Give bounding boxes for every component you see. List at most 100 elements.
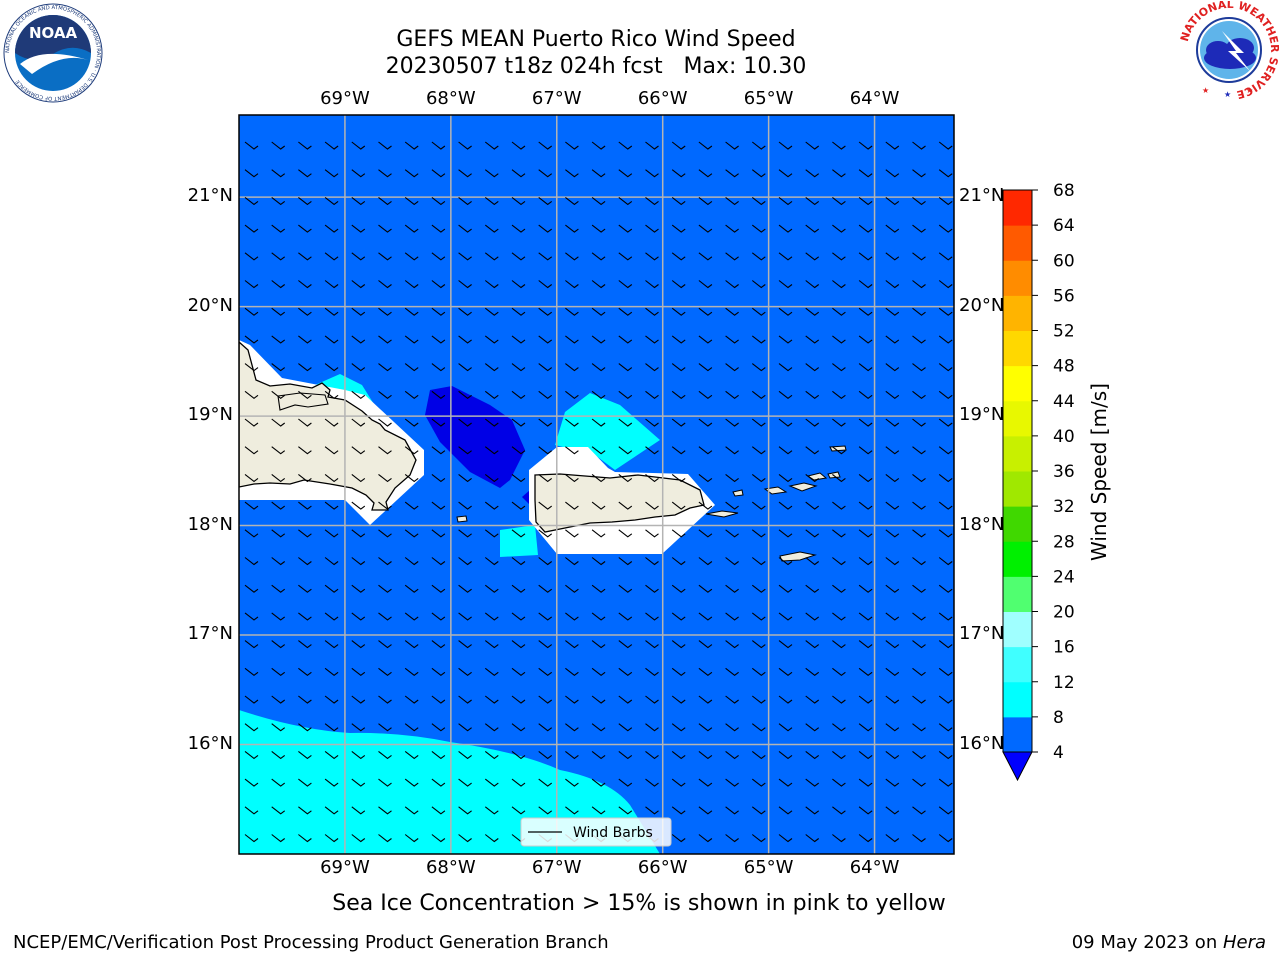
wind-barb-362 xyxy=(538,501,553,510)
wind-barb-345 xyxy=(805,473,820,483)
wind-barb-53 xyxy=(938,169,953,178)
wind-barb-407 xyxy=(298,557,312,566)
wind-barb-462 xyxy=(324,612,339,621)
wind-barb-97 xyxy=(671,224,686,233)
wind-barb-219 xyxy=(324,363,339,372)
wind-barb-540 xyxy=(244,695,259,704)
wind-barb-61 xyxy=(431,196,446,206)
colorbar-tick-label-0: 68 xyxy=(1053,181,1075,201)
lon-label-top-0: 69°W xyxy=(320,88,370,109)
wind-barb-570 xyxy=(324,723,339,732)
wind-barb-491 xyxy=(378,640,392,649)
wind-barb-497 xyxy=(538,640,553,649)
virgin-islands-st-thomas xyxy=(763,486,788,495)
wind-barb-262 xyxy=(751,390,766,399)
wind-barb-574 xyxy=(431,723,446,732)
wind-barb-393 xyxy=(645,529,659,538)
wind-barb-195 xyxy=(404,335,419,344)
wind-barb-234 xyxy=(725,363,739,372)
wind-barb-606 xyxy=(565,750,579,760)
wind-barb-435 xyxy=(324,584,339,593)
wind-barb-281 xyxy=(538,418,553,427)
wind-barb-42 xyxy=(645,169,659,178)
wind-barb-590 xyxy=(858,723,873,732)
wind-barb-363 xyxy=(565,501,579,510)
wind-barb-73 xyxy=(751,196,766,206)
wind-barb-335 xyxy=(538,473,553,483)
wind-barb-422 xyxy=(698,557,713,566)
wind-barb-179 xyxy=(698,307,713,316)
wind-barb-406 xyxy=(271,557,286,566)
wind-barb-487 xyxy=(271,640,286,649)
wind-barb-525 xyxy=(565,667,579,676)
calm-zone xyxy=(425,386,525,488)
wind-barb-593 xyxy=(938,723,953,732)
wind-barb-318 xyxy=(805,446,820,455)
wind-barb-597 xyxy=(324,750,339,760)
wind-barb-0 xyxy=(244,141,259,150)
wind-barb-322 xyxy=(912,446,926,455)
wind-barb-452 xyxy=(778,584,793,593)
wind-barb-292 xyxy=(832,418,846,427)
wind-barb-277 xyxy=(431,418,446,427)
wind-barb-489 xyxy=(324,640,339,649)
wind-barb-344 xyxy=(778,473,793,483)
wind-barb-652 xyxy=(351,806,366,815)
wind-barb-109 xyxy=(271,252,286,261)
wind-barb-486 xyxy=(244,640,259,649)
footer-date: 09 May 2023 on Hera xyxy=(1072,932,1266,953)
wind-barb-102 xyxy=(805,224,820,233)
wind-barb-190 xyxy=(271,335,286,344)
wind-barb-459 xyxy=(244,612,259,621)
wind-barb-340 xyxy=(671,473,686,483)
wind-barb-261 xyxy=(725,390,739,399)
wind-barb-600 xyxy=(404,750,419,760)
wind-barb-653 xyxy=(378,806,392,815)
wind-barb-617 xyxy=(858,750,873,760)
wind-barb-169 xyxy=(431,307,446,316)
wind-barb-35 xyxy=(458,169,472,178)
wind-barb-533 xyxy=(778,667,793,676)
wind-barb-121 xyxy=(591,252,606,261)
wind-barb-80 xyxy=(938,196,953,206)
wind-barb-66 xyxy=(565,196,579,206)
wind-barb-230 xyxy=(618,363,633,372)
wind-barb-578 xyxy=(538,723,553,732)
wind-barb-498 xyxy=(565,640,579,649)
wind-barb-589 xyxy=(832,723,846,732)
wind-barb-413 xyxy=(458,557,472,566)
wind-barb-243 xyxy=(244,390,259,399)
wind-barb-411 xyxy=(404,557,419,566)
wind-barb-505 xyxy=(751,640,766,649)
wind-barb-57 xyxy=(324,196,339,206)
wind-barb-353 xyxy=(298,501,312,510)
wind-barb-463 xyxy=(351,612,366,621)
wind-barb-557 xyxy=(698,695,713,704)
lon-label-bottom-1: 68°W xyxy=(425,857,476,878)
wind-barb-171 xyxy=(484,307,499,316)
wind-barb-327 xyxy=(324,473,339,483)
wind-barb-388 xyxy=(511,529,526,538)
wind-barb-456 xyxy=(885,584,900,593)
wind-barb-567 xyxy=(244,723,259,732)
wind-barb-555 xyxy=(645,695,659,704)
wind-barb-347 xyxy=(858,473,873,483)
wind-barb-544 xyxy=(351,695,366,704)
wind-barb-135 xyxy=(244,280,259,289)
wind-barb-22 xyxy=(832,141,846,150)
wind-barb-374 xyxy=(858,501,873,510)
wind-barb-5 xyxy=(378,141,392,150)
wind-barb-605 xyxy=(538,750,553,760)
wind-barb-506 xyxy=(778,640,793,649)
wind-barb-586 xyxy=(751,723,766,732)
wind-barb-683 xyxy=(458,834,472,843)
wind-barb-453 xyxy=(805,584,820,593)
wind-barb-187 xyxy=(912,307,926,316)
wind-barb-215 xyxy=(938,335,953,344)
colorbar-label: Wind Speed [m/s] xyxy=(1087,383,1111,561)
wind-barb-308 xyxy=(538,446,553,455)
wind-barb-438 xyxy=(404,584,419,593)
wind-barb-352 xyxy=(271,501,286,510)
wind-barb-522 xyxy=(484,667,499,676)
wind-barb-368 xyxy=(698,501,713,510)
